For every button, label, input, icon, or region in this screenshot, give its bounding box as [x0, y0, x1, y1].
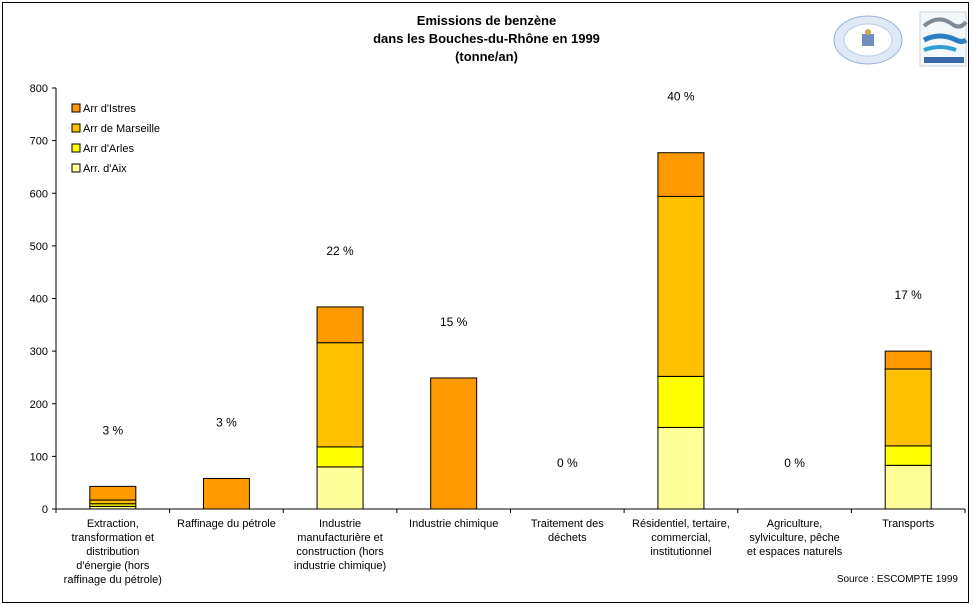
x-tick-label: d'énergie (hors — [76, 560, 150, 572]
x-tick-label: institutionnel — [650, 546, 711, 558]
percent-label: 3 % — [216, 415, 237, 429]
bar-segment — [202, 477, 250, 510]
y-tick-label: 800 — [30, 83, 48, 95]
x-tick-label: Résidentiel, tertaire, — [632, 518, 730, 530]
percent-label: 17 % — [895, 288, 923, 302]
chart-title-line-1: Emissions de benzène — [416, 13, 557, 28]
x-tick-label: distribution — [86, 546, 139, 558]
x-tick-label: déchets — [548, 532, 587, 544]
bar-segment — [316, 466, 364, 510]
x-tick-label: construction (hors — [296, 546, 384, 558]
percent-label: 3 % — [102, 423, 123, 437]
x-tick-label: et espaces naturels — [747, 546, 843, 558]
logos — [833, 11, 968, 67]
y-tick-label: 500 — [30, 241, 48, 253]
bar-segment — [89, 499, 137, 505]
x-tick-label: Raffinage du pétrole — [177, 518, 276, 530]
bar-segment — [316, 446, 364, 468]
legend-swatch — [71, 123, 81, 133]
y-tick-label: 0 — [42, 504, 48, 516]
x-tick-label: Agriculture, — [767, 518, 823, 530]
bar-segment — [657, 426, 705, 510]
x-tick-label: commercial, — [651, 532, 710, 544]
bar-segment — [657, 195, 705, 377]
escompte-logo-icon — [833, 15, 903, 65]
chart-title-line-3: (tonne/an) — [455, 49, 518, 64]
x-tick-label: transformation et — [72, 532, 155, 544]
y-tick-label: 200 — [30, 399, 48, 411]
bar-segment — [316, 306, 364, 344]
x-tick-label: Industrie — [319, 518, 361, 530]
legend-label: Arr d'Arles — [83, 143, 134, 155]
percent-label: 15 % — [440, 315, 468, 329]
legend-label: Arr d'Istres — [83, 103, 136, 115]
bar-segment — [430, 377, 478, 510]
x-tick-label: Industrie chimique — [409, 518, 498, 530]
bar-segment — [884, 464, 932, 510]
percent-label: 22 % — [326, 244, 354, 258]
legend-swatch — [71, 143, 81, 153]
bar-segment — [316, 342, 364, 448]
bar-segment — [89, 485, 137, 501]
x-tick-label: Transports — [882, 518, 935, 530]
chart-title: Emissions de benzène dans les Bouches-du… — [0, 12, 973, 66]
y-tick-label: 600 — [30, 188, 48, 200]
y-tick-label: 100 — [30, 451, 48, 463]
percent-label: 0 % — [557, 456, 578, 470]
percent-label: 0 % — [784, 456, 805, 470]
x-tick-label: Extraction, — [87, 518, 139, 530]
bar-segment — [657, 152, 705, 197]
bar-segment — [657, 375, 705, 428]
bar-segment — [884, 368, 932, 447]
y-tick-label: 700 — [30, 136, 48, 148]
y-tick-label: 300 — [30, 346, 48, 358]
x-tick-label: industrie chimique) — [294, 560, 386, 572]
x-tick-label: Traitement des — [531, 518, 604, 530]
legend-label: Arr de Marseille — [83, 123, 160, 135]
partner-logo-icon — [919, 11, 968, 67]
percent-label: 40 % — [667, 90, 695, 104]
legend-label: Arr. d'Aix — [83, 163, 127, 175]
x-tick-label: sylviculture, pêche — [749, 532, 840, 544]
legend-swatch — [71, 163, 81, 173]
x-tick-label: manufacturière et — [297, 532, 383, 544]
bar-segment — [884, 445, 932, 466]
legend-swatch — [71, 103, 81, 113]
x-tick-label: raffinage du pétrole) — [64, 574, 162, 586]
chart-title-line-2: dans les Bouches-du-Rhône en 1999 — [373, 31, 600, 46]
bar-segment — [884, 350, 932, 370]
source-note: Source : ESCOMPTE 1999 — [837, 574, 959, 585]
y-tick-label: 400 — [30, 294, 48, 306]
